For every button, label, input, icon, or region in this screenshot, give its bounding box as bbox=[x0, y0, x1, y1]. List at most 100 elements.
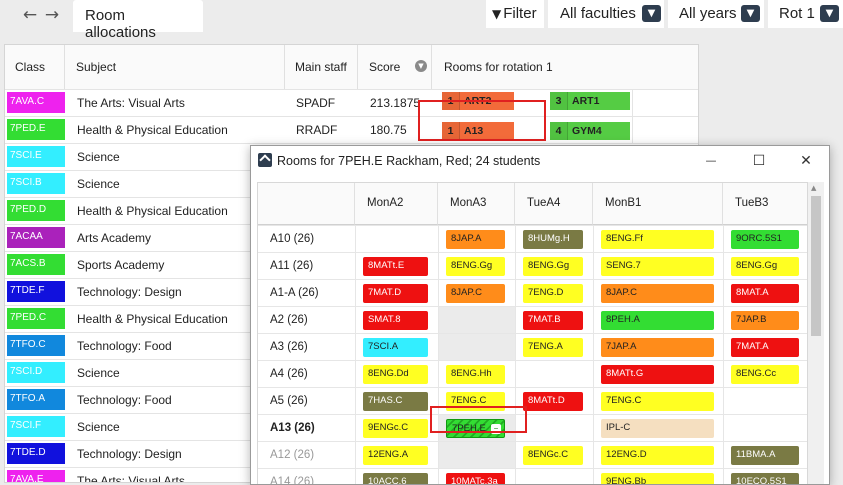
close-icon[interactable]: ✕ bbox=[800, 153, 812, 169]
class-badge: 7SCI.F bbox=[7, 416, 65, 437]
class-slot[interactable]: 8HUMg.H bbox=[523, 230, 583, 249]
class-slot[interactable]: 8JAP.C bbox=[601, 284, 714, 303]
class-slot[interactable]: 7ENG.A bbox=[523, 338, 583, 357]
tab-room-allocations[interactable]: Room allocations bbox=[73, 0, 203, 41]
class-slot[interactable]: 8ENG.Cc bbox=[731, 365, 799, 384]
empty-slot[interactable] bbox=[439, 334, 515, 361]
room-label: A2 (26) bbox=[270, 314, 308, 326]
class-slot[interactable]: 9ENG.Bb bbox=[601, 473, 714, 484]
class-slot[interactable]: 10MATc.3a bbox=[446, 473, 505, 484]
class-slot[interactable]: 8MATt.D bbox=[523, 392, 583, 411]
class-slot[interactable]: 8JAP.C bbox=[446, 284, 505, 303]
forward-arrow-icon[interactable]: → bbox=[44, 5, 60, 25]
sort-icon[interactable]: ▼ bbox=[415, 60, 427, 72]
rotation-value: Rot 1 bbox=[779, 5, 815, 22]
scrollbar-thumb[interactable] bbox=[811, 196, 821, 336]
room-chip[interactable]: 1 A13 bbox=[442, 122, 514, 140]
maximize-icon[interactable]: ☐ bbox=[752, 153, 766, 169]
faculty-value: All faculties bbox=[560, 5, 636, 22]
class-slot[interactable]: 8MAT.A bbox=[731, 284, 799, 303]
empty-slot[interactable] bbox=[439, 307, 515, 334]
class-slot[interactable]: 8ENG.Dd bbox=[363, 365, 428, 384]
class-slot[interactable]: 10ECO.5S1 bbox=[731, 473, 799, 484]
vertical-scrollbar[interactable]: ▲ bbox=[808, 182, 824, 484]
class-slot[interactable]: 8ENG.Gg bbox=[731, 257, 799, 276]
room-chip-label: ART1 bbox=[572, 95, 600, 107]
room-label: A11 (26) bbox=[270, 260, 314, 272]
room-chip[interactable]: 4 GYM4 bbox=[550, 122, 630, 140]
class-slot-label: 7MAT.B bbox=[528, 314, 561, 325]
class-slot[interactable]: 7ENG.C bbox=[601, 392, 714, 411]
years-select[interactable]: All years ▼ bbox=[668, 0, 764, 28]
header-rooms-rotation[interactable]: Rooms for rotation 1 bbox=[432, 45, 698, 89]
back-arrow-icon[interactable]: ← bbox=[22, 5, 38, 25]
table-row[interactable]: 7AVA.C The Arts: Visual Arts SPADF 213.1875… bbox=[5, 89, 698, 116]
subject-cell: Science bbox=[77, 420, 120, 434]
class-slot-label: SMAT.8 bbox=[368, 314, 401, 325]
class-slot-label: 8ENG.Gg bbox=[451, 260, 493, 271]
class-slot[interactable]: 12ENG.A bbox=[363, 446, 428, 465]
rotation-select[interactable]: Rot 1 ▼ bbox=[768, 0, 843, 28]
class-slot[interactable]: 8JAP.A bbox=[446, 230, 505, 249]
class-slot[interactable]: 7MAT.B bbox=[523, 311, 583, 330]
class-slot[interactable]: 7MAT.D bbox=[363, 284, 428, 303]
class-slot-label: 8ENG.Dd bbox=[368, 368, 409, 379]
class-slot-label: 8HUMg.H bbox=[528, 233, 570, 244]
staff-cell: SPADF bbox=[296, 96, 336, 110]
class-slot[interactable]: 8MATt.G bbox=[601, 365, 714, 384]
class-slot[interactable]: 12ENG.D bbox=[601, 446, 714, 465]
class-slot-label: 7MAT.A bbox=[736, 341, 769, 352]
room-chip-number: 3 bbox=[550, 92, 568, 110]
class-slot[interactable]: 7ENG.D bbox=[523, 284, 583, 303]
score-cell: 213.1875 bbox=[370, 96, 421, 110]
room-chip[interactable]: 3 ART1 bbox=[550, 92, 630, 110]
minimize-icon[interactable]: — bbox=[705, 154, 717, 167]
class-slot[interactable]: 7JAP.B bbox=[731, 311, 799, 330]
class-slot[interactable]: 9ORC.5S1 bbox=[731, 230, 799, 249]
subject-cell: Science bbox=[77, 177, 120, 191]
class-slot[interactable]: 7JAP.A bbox=[601, 338, 714, 357]
class-slot[interactable]: 10ACC.6 bbox=[363, 473, 428, 484]
faculty-select[interactable]: All faculties ▼ bbox=[548, 0, 664, 28]
class-badge: 7SCI.B bbox=[7, 173, 65, 194]
tab-label: Room allocations bbox=[85, 7, 156, 41]
class-slot-label: 8ENG.Ff bbox=[606, 233, 643, 244]
table-row[interactable]: 7SCI.E Science bbox=[5, 143, 698, 170]
class-slot[interactable]: 8ENGc.C bbox=[523, 446, 583, 465]
header-main-staff[interactable]: Main staff bbox=[285, 45, 358, 89]
schedule-row: A4 (26) 8ENG.Dd 8ENG.Hh 8MATt.G 8ENG.Cc bbox=[258, 360, 807, 388]
filter-button[interactable]: ▼ Filter bbox=[486, 0, 544, 28]
subject-cell: The Arts: Visual Arts bbox=[77, 474, 185, 483]
class-slot[interactable]: 9ENGc.C bbox=[363, 419, 428, 438]
class-slot-label: 8ENG.Hh bbox=[451, 368, 492, 379]
class-slot[interactable]: 8ENG.Hh bbox=[446, 365, 505, 384]
class-slot-label: 8PEH.A bbox=[606, 314, 640, 325]
schedule-row: A11 (26) 8MATt.E 8ENG.Gg 8ENG.Gg SENG.7 8ENG.… bbox=[258, 252, 807, 280]
class-slot[interactable]: SMAT.8 bbox=[363, 311, 428, 330]
header-score[interactable]: Score ▼ bbox=[358, 45, 432, 89]
class-slot[interactable]: 11BMA.A bbox=[731, 446, 799, 465]
remove-icon[interactable]: − bbox=[491, 424, 501, 434]
class-slot-label: 8JAP.C bbox=[451, 287, 482, 298]
class-slot[interactable]: 7SCI.A bbox=[363, 338, 428, 357]
class-slot[interactable]: IPL-C bbox=[601, 419, 714, 438]
class-slot[interactable]: 7MAT.A bbox=[731, 338, 799, 357]
subject-cell: Health & Physical Education bbox=[77, 123, 228, 137]
class-slot[interactable]: 8MATt.E bbox=[363, 257, 428, 276]
room-label: A3 (26) bbox=[270, 341, 308, 353]
class-slot-label: 12ENG.A bbox=[368, 449, 409, 460]
class-slot[interactable]: SENG.7 bbox=[601, 257, 714, 276]
class-slot-label: 8JAP.A bbox=[451, 233, 482, 244]
class-badge: 7SCI.D bbox=[7, 362, 65, 383]
class-slot[interactable]: 8ENG.Ff bbox=[601, 230, 714, 249]
table-row[interactable]: 7PED.E Health & Physical Education RRADF 18… bbox=[5, 116, 698, 143]
class-slot[interactable]: 7HAS.C bbox=[363, 392, 428, 411]
header-class[interactable]: Class bbox=[5, 45, 65, 89]
class-slot[interactable]: 8PEH.A bbox=[601, 311, 714, 330]
class-slot[interactable]: 8ENG.Gg bbox=[446, 257, 505, 276]
class-slot[interactable]: 8ENG.Gg bbox=[523, 257, 583, 276]
header-subject[interactable]: Subject bbox=[65, 45, 285, 89]
empty-slot[interactable] bbox=[439, 442, 515, 469]
class-slot[interactable]: 7PEH.E − bbox=[446, 419, 505, 438]
scroll-up-icon[interactable]: ▲ bbox=[811, 184, 817, 192]
